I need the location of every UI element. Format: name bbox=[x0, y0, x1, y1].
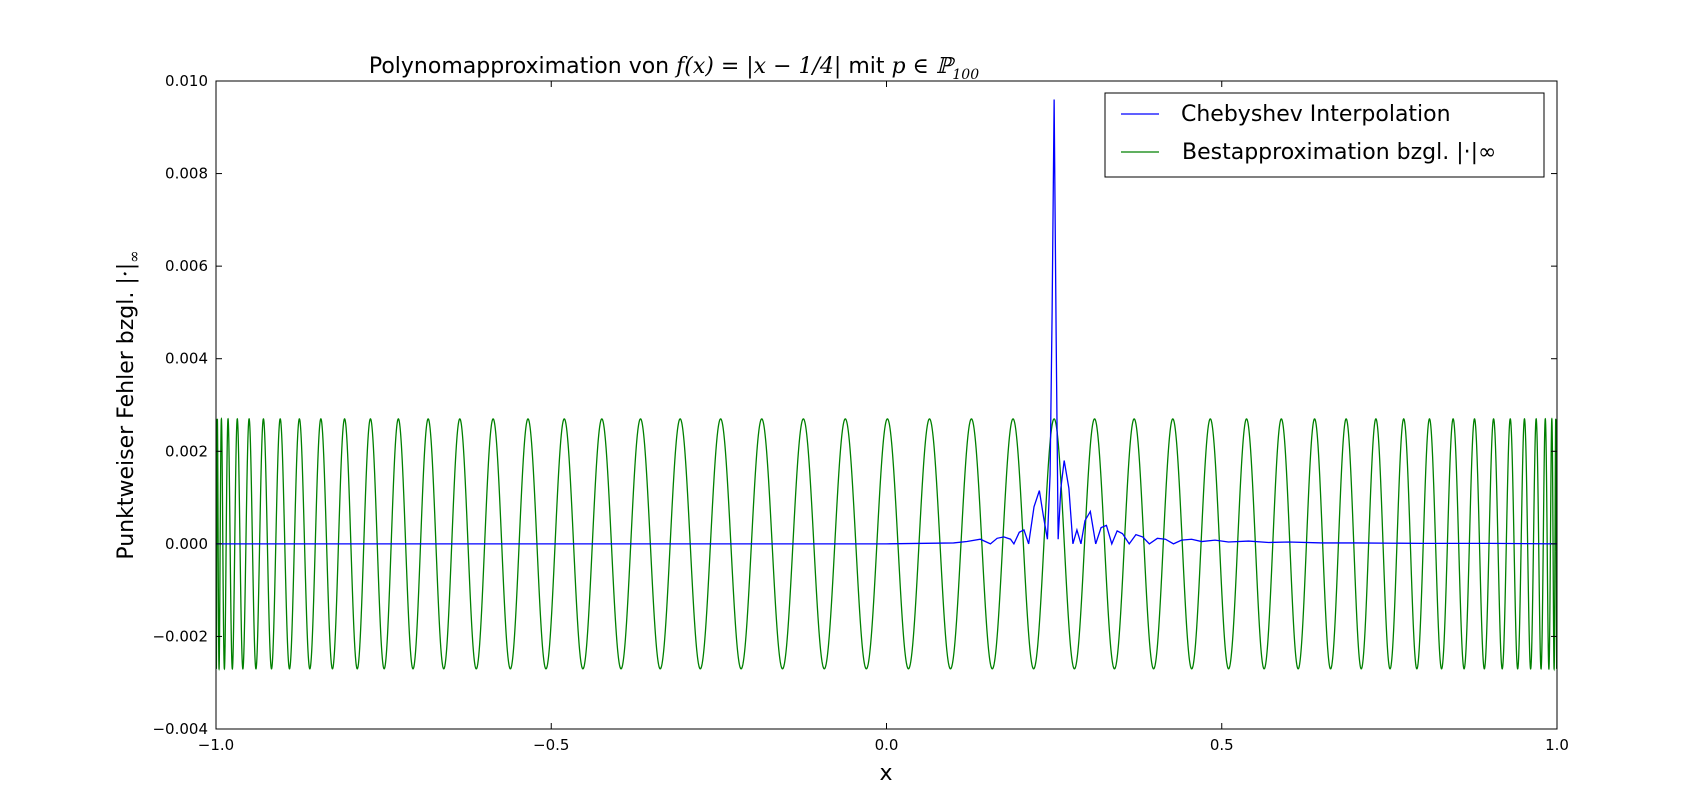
y-tick-label: 0.000 bbox=[165, 535, 208, 553]
y-axis-label-subscript: ∞ bbox=[125, 250, 143, 263]
chart-title: Polynomapproximation von f(x) = |x − 1/4… bbox=[369, 54, 979, 83]
x-axis-ticks: −1.0 −0.5 0.0 0.5 1.0 bbox=[198, 81, 1569, 754]
legend: Chebyshev Interpolation Bestapproximatio… bbox=[1104, 92, 1545, 178]
chart-title-math-function: f(x) = |x − 1/4| bbox=[674, 54, 841, 79]
y-axis-label-math: |·| bbox=[114, 263, 139, 285]
x-tick-label: −0.5 bbox=[533, 736, 569, 754]
y-tick-label: 0.006 bbox=[165, 257, 208, 275]
legend-label-chebyshev: Chebyshev Interpolation bbox=[1181, 102, 1451, 127]
y-tick-label: −0.002 bbox=[152, 627, 208, 645]
chart-title-middle: mit bbox=[841, 54, 891, 79]
y-tick-label: −0.004 bbox=[152, 720, 208, 738]
y-axis-label: Punktweiser Fehler bzgl. |·|∞ bbox=[114, 250, 143, 559]
y-tick-label: 0.010 bbox=[165, 72, 208, 90]
legend-label-bestapproximation: Bestapproximation bzgl. |·|∞ bbox=[1182, 140, 1496, 165]
series-line-chebyshev bbox=[216, 99, 1557, 546]
y-axis-label-text: Punktweiser Fehler bzgl. bbox=[114, 285, 139, 560]
legend-box bbox=[1104, 92, 1545, 178]
y-tick-label: 0.004 bbox=[165, 350, 208, 368]
x-tick-label: 0.0 bbox=[875, 736, 899, 754]
x-tick-label: 1.0 bbox=[1545, 736, 1569, 754]
y-tick-label: 0.002 bbox=[165, 442, 208, 460]
chart-title-math-space: p ∈ ℙ bbox=[891, 54, 955, 79]
series-line-bestapproximation bbox=[216, 417, 1557, 672]
x-tick-label: 0.5 bbox=[1210, 736, 1234, 754]
x-tick-label: −1.0 bbox=[198, 736, 234, 754]
chart-title-math-subscript: 100 bbox=[952, 67, 979, 83]
y-axis-ticks: −0.004 −0.002 0.000 0.002 0.004 0.006 0.008 0.0… bbox=[152, 72, 1557, 738]
y-tick-label: 0.008 bbox=[165, 165, 208, 183]
chart-title-prefix: Polynomapproximation von bbox=[369, 54, 676, 79]
x-axis-label: x bbox=[879, 761, 892, 786]
